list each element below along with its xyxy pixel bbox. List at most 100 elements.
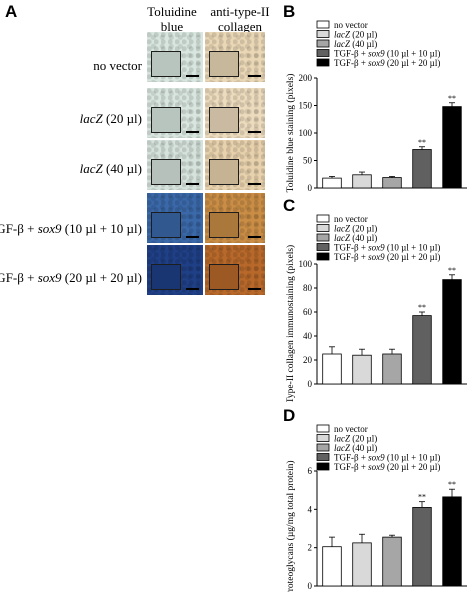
micrograph-toluidine xyxy=(147,32,203,82)
micrograph-inset xyxy=(209,51,239,77)
bar xyxy=(322,546,342,587)
bar xyxy=(412,507,432,587)
y-tick-label: 0 xyxy=(308,183,313,193)
micrograph-inset xyxy=(151,212,181,238)
micrograph-collagen xyxy=(205,245,265,295)
bar xyxy=(352,174,372,189)
legend-swatch xyxy=(316,39,330,48)
column-header-toluidine: Toluidine blue xyxy=(147,4,197,34)
panel-label-d: D xyxy=(283,406,296,425)
micrograph-inset xyxy=(209,159,239,185)
bar xyxy=(382,536,402,587)
panel-label-c: C xyxy=(283,196,296,215)
legend-swatch xyxy=(316,424,330,433)
legend-swatch xyxy=(316,30,330,38)
legend-label: lacZ (20 µl) xyxy=(334,224,377,234)
micrograph-toluidine xyxy=(147,245,203,295)
bar xyxy=(412,149,432,189)
legend-swatch xyxy=(316,214,330,223)
y-tick-label: 150 xyxy=(299,101,313,111)
y-tick-label: 2 xyxy=(308,543,313,553)
bar xyxy=(442,279,462,385)
micrograph-collagen xyxy=(205,193,265,243)
y-axis-label: Toluidine blue staining (pixels) xyxy=(285,74,296,193)
significance-label: ** xyxy=(448,266,456,275)
row-label: no vector xyxy=(93,58,142,73)
scale-bar xyxy=(248,183,261,185)
bar xyxy=(442,496,462,587)
legend-label: TGF-β + sox9 (20 µl + 20 µl) xyxy=(334,462,440,472)
legend-label: no vector xyxy=(334,214,368,224)
panel-label-b: B xyxy=(283,2,296,21)
micrograph-inset xyxy=(151,107,181,133)
scale-bar xyxy=(248,288,261,290)
micrograph-inset xyxy=(151,159,181,185)
legend-swatch xyxy=(316,58,330,67)
y-tick-label: 6 xyxy=(308,466,313,476)
micrograph-toluidine xyxy=(147,140,203,190)
legend-label: no vector xyxy=(334,424,368,434)
row-label: lacZ (40 µl) xyxy=(79,161,142,176)
y-tick-label: 20 xyxy=(303,355,313,365)
legend-label: TGF-β + sox9 (10 µl + 10 µl) xyxy=(334,453,440,463)
bar xyxy=(382,353,402,385)
significance-label: ** xyxy=(418,138,426,147)
scale-bar xyxy=(186,288,199,290)
legend-label: lacZ (20 µl) xyxy=(334,434,377,444)
legend-label: lacZ (20 µl) xyxy=(334,30,377,40)
micrograph-collagen xyxy=(205,140,265,190)
micrograph-collagen xyxy=(205,88,265,138)
scale-bar xyxy=(186,183,199,185)
column-header-collagen: anti-type-II collagen xyxy=(210,4,270,34)
legend-label: TGF-β + sox9 (10 µl + 10 µl) xyxy=(334,49,440,59)
legend-label: lacZ (40 µl) xyxy=(334,443,377,453)
legend-label: no vector xyxy=(334,20,368,30)
legend-label: lacZ (40 µl) xyxy=(334,39,377,49)
micrograph-inset xyxy=(209,212,239,238)
legend-swatch xyxy=(316,252,330,261)
bar xyxy=(352,354,372,385)
y-tick-label: 200 xyxy=(299,73,313,83)
y-tick-label: 50 xyxy=(303,156,313,166)
legend-swatch xyxy=(316,20,330,29)
legend-label: TGF-β + sox9 (20 µl + 20 µl) xyxy=(334,252,440,262)
y-tick-label: 60 xyxy=(303,307,313,317)
scale-bar xyxy=(186,236,199,238)
legend-swatch xyxy=(316,443,330,452)
significance-label: ** xyxy=(418,493,426,502)
legend-label: lacZ (40 µl) xyxy=(334,233,377,243)
legend-label: TGF-β + sox9 (20 µl + 20 µl) xyxy=(334,58,440,68)
row-label: TGF-β + sox9 (10 µl + 10 µl) xyxy=(0,221,142,236)
row-label: TGF-β + sox9 (20 µl + 20 µl) xyxy=(0,270,142,285)
bar xyxy=(442,106,462,189)
micrograph-inset xyxy=(151,264,181,290)
y-axis-label: Type-II collagen immunostaining (pixels) xyxy=(285,245,296,402)
y-tick-label: 0 xyxy=(308,379,313,389)
bar xyxy=(412,315,432,385)
legend-swatch xyxy=(316,453,330,461)
micrograph-inset xyxy=(151,51,181,77)
bar xyxy=(322,353,342,385)
significance-label: ** xyxy=(448,94,456,103)
bar xyxy=(382,177,402,189)
significance-label: ** xyxy=(418,303,426,312)
scale-bar xyxy=(248,131,261,133)
y-tick-label: 100 xyxy=(299,128,313,138)
panel-label-a: A xyxy=(5,2,18,21)
scale-bar xyxy=(248,75,261,77)
row-label: lacZ (20 µl) xyxy=(79,111,142,126)
micrograph-collagen xyxy=(205,32,265,82)
legend-swatch xyxy=(316,233,330,242)
y-tick-label: 100 xyxy=(299,259,313,269)
y-tick-label: 0 xyxy=(308,581,313,591)
legend-swatch xyxy=(316,434,330,442)
y-tick-label: 80 xyxy=(303,283,313,293)
scale-bar xyxy=(248,236,261,238)
legend-swatch xyxy=(316,224,330,232)
y-axis-label: Proteoglycans (µg/mg total protein) xyxy=(285,460,296,592)
legend-swatch xyxy=(316,462,330,471)
scale-bar xyxy=(186,131,199,133)
